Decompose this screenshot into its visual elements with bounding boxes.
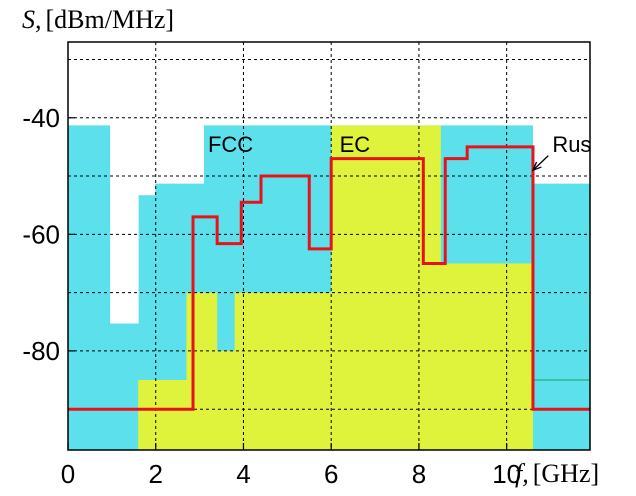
y-axis-unit: [dBm/MHz] (46, 5, 175, 34)
ticks: 0 2 4 6 8 10 -40 -60 -80 (22, 103, 521, 489)
x-tick-label: 10 (492, 459, 521, 489)
label-fcc: FCC (208, 132, 253, 157)
y-axis-symbol: S, (22, 5, 42, 34)
x-tick-label: 6 (324, 459, 338, 489)
label-rus: Rus (552, 132, 591, 157)
grid (68, 42, 590, 450)
label-ec: EC (340, 132, 371, 157)
x-tick-label: 4 (236, 459, 250, 489)
series (68, 145, 590, 411)
series-rus-line (68, 145, 590, 411)
plot-frame (67, 41, 591, 451)
region-ec (68, 125, 590, 450)
x-tick-label: 0 (61, 459, 75, 489)
regions (68, 125, 590, 450)
rus-arrow-shaft (532, 155, 549, 171)
rus-arrow-head (531, 161, 542, 172)
y-tick-label: -40 (22, 103, 60, 133)
y-axis-title: S, [dBm/MHz] (22, 5, 174, 34)
annotations: FCC EC Rus (208, 132, 591, 172)
x-axis-title: f, [GHz] (515, 459, 599, 488)
x-axis-symbol: f, (515, 459, 529, 488)
x-axis-unit: [GHz] (533, 459, 599, 488)
y-tick-label: -80 (22, 336, 60, 366)
x-tick-label: 2 (148, 459, 162, 489)
x-tick-label: 8 (412, 459, 426, 489)
y-tick-label: -60 (22, 219, 60, 249)
